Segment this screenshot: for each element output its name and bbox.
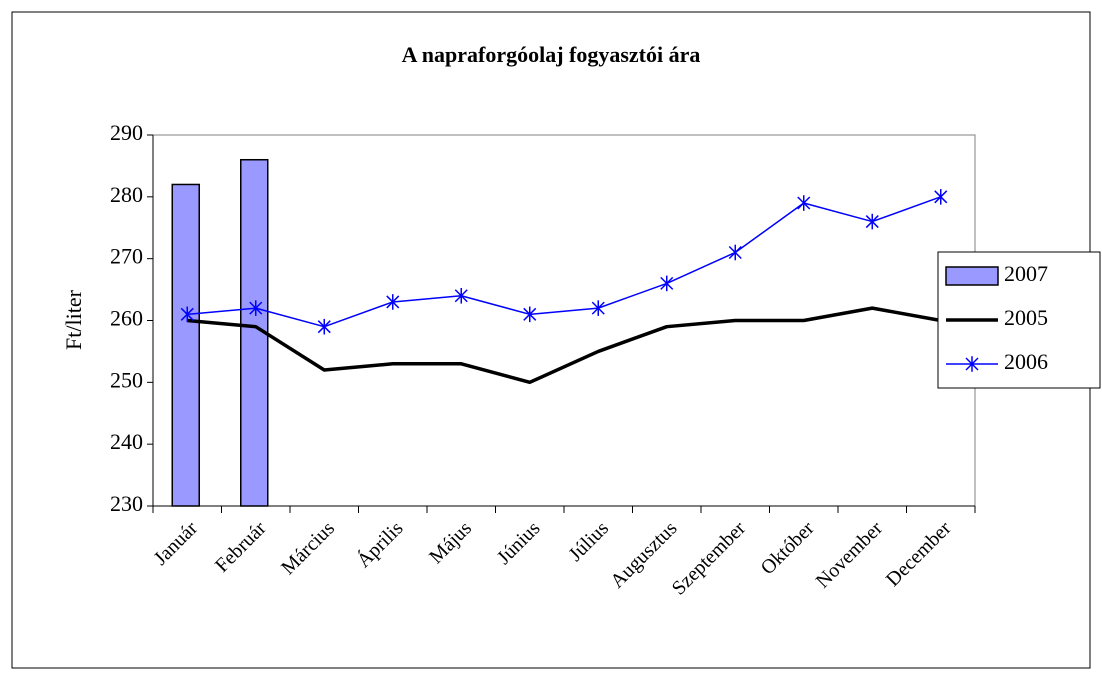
marker xyxy=(591,300,605,316)
marker xyxy=(317,318,331,335)
marker xyxy=(865,213,879,230)
marker xyxy=(523,306,537,323)
legend-label: 2006 xyxy=(1004,349,1048,374)
marker xyxy=(728,244,742,261)
legend-swatch xyxy=(945,266,999,286)
marker xyxy=(180,306,194,323)
y-axis-label: Ft/liter xyxy=(61,289,86,350)
plot-area xyxy=(152,134,976,507)
line xyxy=(187,196,942,328)
legend-label: 2007 xyxy=(1004,261,1048,286)
y-tick-label: 260 xyxy=(110,306,143,331)
marker xyxy=(386,294,400,310)
bar xyxy=(171,183,200,507)
marker xyxy=(797,195,811,211)
y-tick-label: 290 xyxy=(110,120,143,145)
legend-label: 2005 xyxy=(1004,305,1048,330)
chart-title: A napraforgóolaj fogyasztói ára xyxy=(402,42,701,67)
y-tick-label: 250 xyxy=(110,367,143,392)
y-tick-label: 270 xyxy=(110,244,143,269)
marker xyxy=(454,287,468,304)
marker xyxy=(934,189,948,205)
line xyxy=(187,306,942,385)
marker xyxy=(965,356,979,372)
y-tick-label: 230 xyxy=(110,491,143,516)
marker xyxy=(249,300,263,316)
y-tick-label: 280 xyxy=(110,182,143,207)
y-tick-label: 240 xyxy=(110,429,143,454)
marker xyxy=(660,275,674,292)
